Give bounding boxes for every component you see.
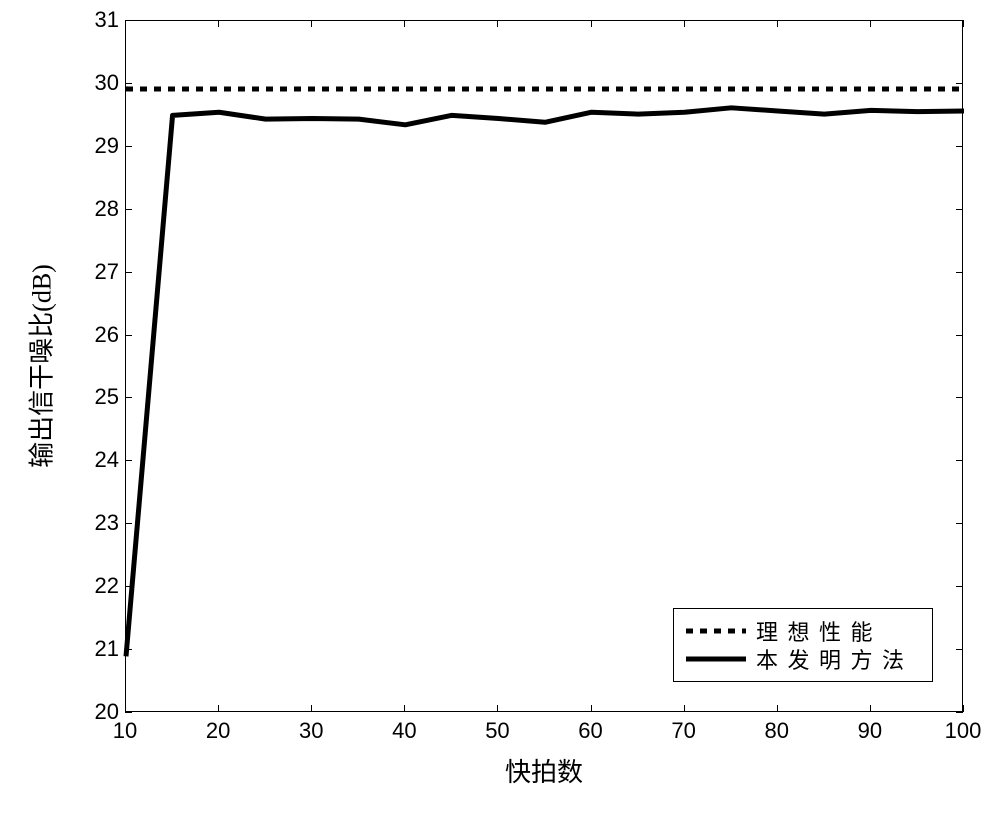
- x-tick-label: 60: [578, 718, 602, 744]
- y-tick-label: 29: [85, 133, 119, 159]
- y-tick-mark: [125, 397, 132, 398]
- y-tick-mark: [956, 460, 963, 461]
- x-tick-mark: [125, 705, 126, 712]
- y-tick-label: 30: [85, 70, 119, 96]
- x-tick-mark: [497, 20, 498, 27]
- legend-row: 理 想 性 能: [686, 617, 920, 645]
- y-tick-label: 21: [85, 636, 119, 662]
- y-tick-mark: [956, 649, 963, 650]
- x-tick-mark: [404, 705, 405, 712]
- y-tick-label: 25: [85, 384, 119, 410]
- x-tick-label: 20: [206, 718, 230, 744]
- y-tick-label: 22: [85, 573, 119, 599]
- chart-container: 102030405060708090100 202122232425262728…: [0, 0, 1000, 829]
- y-tick-mark: [125, 712, 132, 713]
- y-tick-mark: [956, 20, 963, 21]
- x-tick-label: 80: [765, 718, 789, 744]
- y-tick-mark: [125, 83, 132, 84]
- x-tick-mark: [591, 705, 592, 712]
- x-tick-mark: [218, 705, 219, 712]
- y-axis-label: 输出信干噪比(dB): [22, 264, 59, 468]
- y-tick-label: 31: [85, 7, 119, 33]
- x-tick-mark: [777, 20, 778, 27]
- y-tick-mark: [956, 523, 963, 524]
- y-tick-label: 24: [85, 447, 119, 473]
- x-tick-mark: [311, 705, 312, 712]
- y-tick-mark: [956, 712, 963, 713]
- legend-row: 本 发 明 方 法: [686, 645, 920, 673]
- x-tick-mark: [684, 20, 685, 27]
- x-tick-mark: [870, 705, 871, 712]
- x-tick-mark: [591, 20, 592, 27]
- y-tick-label: 20: [85, 699, 119, 725]
- legend-swatch: [686, 621, 746, 641]
- y-tick-mark: [125, 209, 132, 210]
- y-tick-mark: [125, 272, 132, 273]
- y-tick-label: 23: [85, 510, 119, 536]
- y-tick-mark: [125, 146, 132, 147]
- x-tick-label: 50: [485, 718, 509, 744]
- y-tick-mark: [125, 335, 132, 336]
- x-tick-mark: [684, 705, 685, 712]
- x-tick-label: 100: [945, 718, 982, 744]
- legend-swatch: [686, 649, 746, 669]
- y-tick-mark: [956, 146, 963, 147]
- series-本发明方法: [126, 108, 964, 657]
- y-tick-mark: [956, 272, 963, 273]
- x-tick-mark: [404, 20, 405, 27]
- x-tick-mark: [125, 20, 126, 27]
- y-tick-mark: [956, 397, 963, 398]
- legend-label: 本 发 明 方 法: [756, 643, 906, 675]
- y-tick-mark: [125, 20, 132, 21]
- y-tick-mark: [956, 586, 963, 587]
- y-tick-mark: [125, 649, 132, 650]
- x-tick-mark: [311, 20, 312, 27]
- x-tick-label: 30: [299, 718, 323, 744]
- x-tick-mark: [497, 705, 498, 712]
- y-tick-mark: [125, 586, 132, 587]
- x-tick-mark: [963, 705, 964, 712]
- x-tick-label: 70: [671, 718, 695, 744]
- x-tick-mark: [963, 20, 964, 27]
- y-tick-label: 28: [85, 196, 119, 222]
- x-tick-label: 90: [858, 718, 882, 744]
- y-tick-label: 27: [85, 259, 119, 285]
- x-axis-label: 快拍数: [505, 752, 583, 789]
- y-tick-mark: [956, 209, 963, 210]
- x-tick-mark: [218, 20, 219, 27]
- y-tick-mark: [125, 460, 132, 461]
- y-tick-label: 26: [85, 322, 119, 348]
- x-tick-mark: [777, 705, 778, 712]
- x-tick-mark: [870, 20, 871, 27]
- y-tick-mark: [125, 523, 132, 524]
- y-tick-mark: [956, 83, 963, 84]
- y-tick-mark: [956, 335, 963, 336]
- legend: 理 想 性 能本 发 明 方 法: [673, 608, 933, 682]
- x-tick-label: 40: [392, 718, 416, 744]
